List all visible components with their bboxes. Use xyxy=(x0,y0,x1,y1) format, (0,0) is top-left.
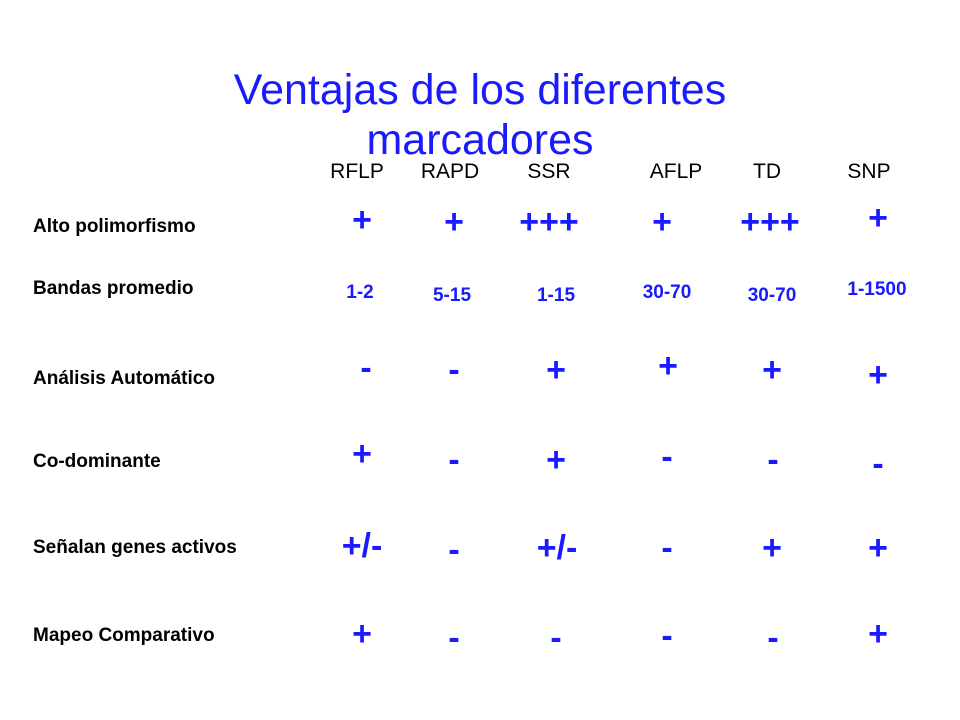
cell-value: - xyxy=(767,619,779,657)
cell-value: - xyxy=(448,531,460,569)
cell-value: + xyxy=(658,347,678,385)
cell-value: - xyxy=(360,349,372,387)
cell-value: + xyxy=(546,351,566,389)
row-label-mapeo-comparativo: Mapeo Comparativo xyxy=(33,625,215,646)
cell-value: 1-1500 xyxy=(847,279,907,300)
cell-value: + xyxy=(868,529,888,567)
cell-value: - xyxy=(661,529,673,567)
column-header-rflp: RFLP xyxy=(330,160,384,183)
row-label-bandas-promedio: Bandas promedio xyxy=(33,278,194,299)
cell-value: + xyxy=(652,203,672,241)
cell-value: - xyxy=(767,441,779,479)
cell-value: - xyxy=(448,619,460,657)
cell-value: + xyxy=(762,529,782,567)
cell-value: - xyxy=(550,619,562,657)
cell-value: + xyxy=(762,351,782,389)
row-label-alto-polimorfismo: Alto polimorfismo xyxy=(33,216,196,237)
cell-value: + xyxy=(546,441,566,479)
cell-value: + xyxy=(352,201,372,239)
cell-value: - xyxy=(872,445,884,483)
cell-value: + xyxy=(868,199,888,237)
cell-value: +/- xyxy=(341,527,383,565)
row-label-co-dominante: Co-dominante xyxy=(33,451,161,472)
row-label-senalan-genes-activos: Señalan genes activos xyxy=(33,537,237,558)
cell-value: 1-2 xyxy=(346,282,374,303)
cell-value: +++ xyxy=(519,203,579,241)
cell-value: 1-15 xyxy=(536,285,576,306)
title-line-1: Ventajas de los diferentes xyxy=(233,65,727,114)
column-header-aflp: AFLP xyxy=(649,160,703,183)
cell-value: - xyxy=(661,438,673,476)
cell-value: 30-70 xyxy=(747,285,797,306)
column-header-snp: SNP xyxy=(847,160,891,183)
row-label-analisis-automatico: Análisis Automático xyxy=(33,368,215,389)
column-header-ssr: SSR xyxy=(527,160,571,183)
cell-value: + xyxy=(444,203,464,241)
cell-value: +++ xyxy=(740,203,800,241)
column-header-rapd: RAPD xyxy=(420,160,480,183)
cell-value: + xyxy=(868,356,888,394)
cell-value: + xyxy=(352,435,372,473)
cell-value: - xyxy=(448,441,460,479)
cell-value: 5-15 xyxy=(432,285,472,306)
title-line-2: marcadores xyxy=(366,115,594,164)
cell-value: + xyxy=(868,615,888,653)
cell-value: +/- xyxy=(536,529,578,567)
column-header-td: TD xyxy=(753,160,781,183)
cell-value: 30-70 xyxy=(642,282,692,303)
cell-value: - xyxy=(661,617,673,655)
cell-value: - xyxy=(448,351,460,389)
cell-value: + xyxy=(352,615,372,653)
slide-title: Ventajas de los diferentes marcadores xyxy=(0,65,960,165)
